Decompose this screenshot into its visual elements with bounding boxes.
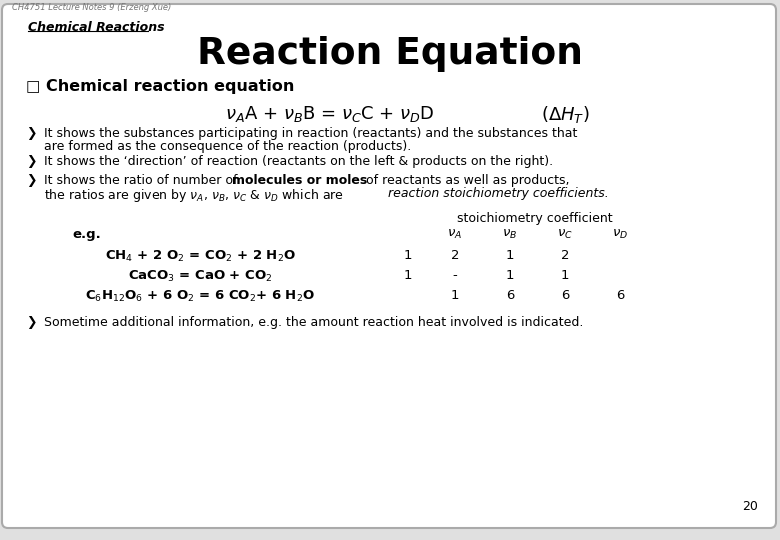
Text: reaction stoichiometry coefficients.: reaction stoichiometry coefficients.	[388, 187, 608, 200]
Text: -: -	[452, 269, 457, 282]
Text: 1: 1	[505, 269, 514, 282]
Text: 1: 1	[505, 249, 514, 262]
Text: are formed as the consequence of the reaction (products).: are formed as the consequence of the rea…	[44, 140, 411, 153]
Text: ❯: ❯	[26, 127, 37, 140]
Text: 6: 6	[616, 289, 624, 302]
Text: ❯: ❯	[26, 174, 37, 187]
Text: C$_6$H$_{12}$O$_6$ + 6 O$_2$ = 6 CO$_2$+ 6 H$_2$O: C$_6$H$_{12}$O$_6$ + 6 O$_2$ = 6 CO$_2$+…	[85, 289, 315, 304]
Text: CH$_4$ + 2 O$_2$ = CO$_2$ + 2 H$_2$O: CH$_4$ + 2 O$_2$ = CO$_2$ + 2 H$_2$O	[105, 249, 296, 264]
Text: 1: 1	[404, 269, 413, 282]
Text: molecules or moles: molecules or moles	[232, 174, 367, 187]
Text: $\nu_D$: $\nu_D$	[612, 228, 628, 241]
Text: Sometime additional information, e.g. the amount reaction heat involved is indic: Sometime additional information, e.g. th…	[44, 316, 583, 329]
Text: Chemical reaction equation: Chemical reaction equation	[46, 79, 294, 94]
Text: □: □	[26, 79, 41, 94]
Text: 2: 2	[451, 249, 459, 262]
Text: of reactants as well as products,: of reactants as well as products,	[362, 174, 569, 187]
Text: Reaction Equation: Reaction Equation	[197, 36, 583, 72]
Text: $\nu_C$: $\nu_C$	[557, 228, 573, 241]
Text: 20: 20	[742, 500, 758, 513]
Text: $\nu_B$: $\nu_B$	[502, 228, 518, 241]
Text: CH4751 Lecture Notes 9 (Erzeng Xue): CH4751 Lecture Notes 9 (Erzeng Xue)	[12, 3, 172, 12]
Text: $(\Delta H_T)$: $(\Delta H_T)$	[541, 104, 589, 125]
Text: stoichiometry coefficient: stoichiometry coefficient	[457, 212, 613, 225]
Text: 1: 1	[451, 289, 459, 302]
Text: 1: 1	[404, 249, 413, 262]
Text: 1: 1	[561, 269, 569, 282]
Text: 6: 6	[505, 289, 514, 302]
Text: $\nu_A$: $\nu_A$	[448, 228, 463, 241]
FancyBboxPatch shape	[2, 4, 776, 528]
Text: 2: 2	[561, 249, 569, 262]
Text: the ratios are given by $\nu_A$, $\nu_B$, $\nu_C$ & $\nu_D$ which are: the ratios are given by $\nu_A$, $\nu_B$…	[44, 187, 345, 204]
Text: It shows the substances participating in reaction (reactants) and the substances: It shows the substances participating in…	[44, 127, 577, 140]
Text: CaCO$_3$ = CaO + CO$_2$: CaCO$_3$ = CaO + CO$_2$	[128, 269, 272, 284]
Text: 6: 6	[561, 289, 569, 302]
Text: Chemical Reactions: Chemical Reactions	[28, 21, 165, 34]
Text: ❯: ❯	[26, 155, 37, 168]
Text: ❯: ❯	[26, 316, 37, 329]
Text: e.g.: e.g.	[72, 228, 101, 241]
Text: It shows the ratio of number of: It shows the ratio of number of	[44, 174, 242, 187]
Text: $\nu_A$A + $\nu_B$B = $\nu_C$C + $\nu_D$D: $\nu_A$A + $\nu_B$B = $\nu_C$C + $\nu_D$…	[225, 104, 434, 124]
Text: It shows the ‘direction’ of reaction (reactants on the left & products on the ri: It shows the ‘direction’ of reaction (re…	[44, 155, 553, 168]
